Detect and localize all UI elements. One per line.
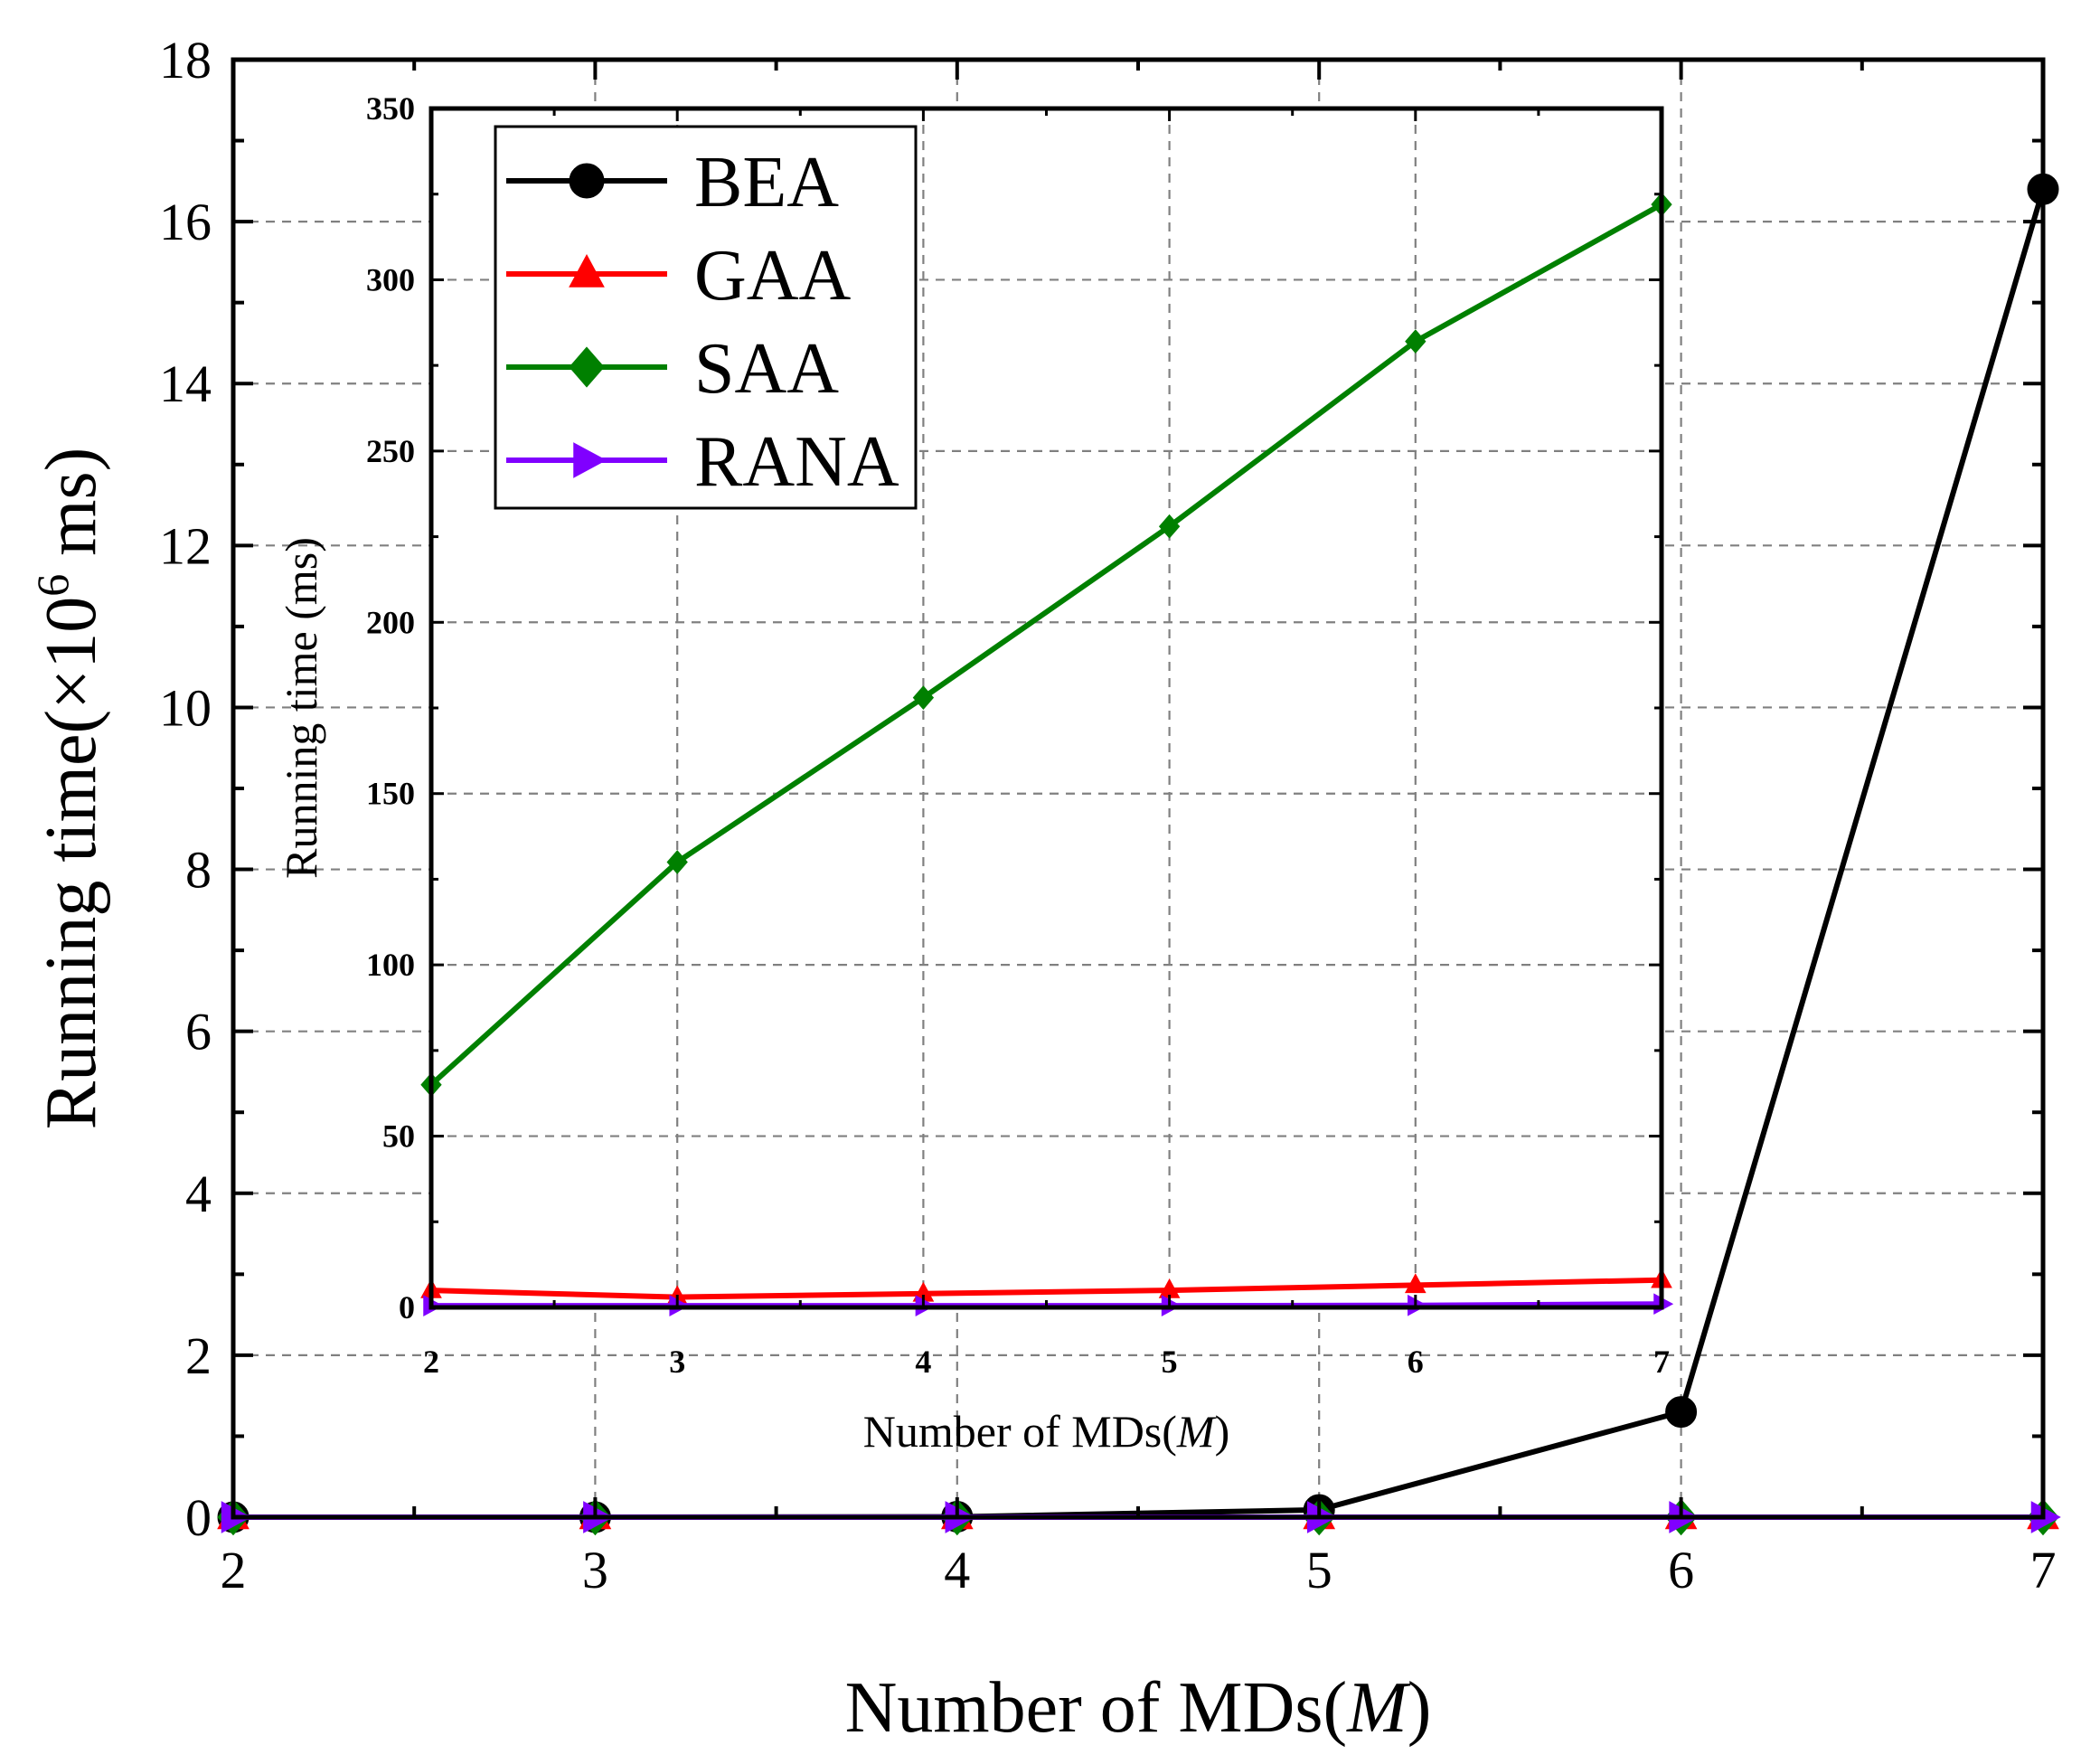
main-xtick-label-2: 2: [221, 1541, 247, 1599]
inset-point-saa-6: [1405, 329, 1427, 354]
inset-series-saa: [420, 192, 1672, 1098]
inset-series-gaa: [420, 1268, 1672, 1306]
main-x-axis-title: Number of MDs(M): [845, 1668, 1432, 1748]
inset-plot: 2 3 4 5 6 7 0 50 100 150 200 250 300 350 Number of MD…: [276, 90, 1674, 1457]
main-y-axis-title: Running time(×106 ms): [27, 448, 111, 1130]
inset-xtick-label-3: 3: [669, 1344, 685, 1380]
main-ticks: [231, 58, 2045, 1519]
legend-entry-saa: SAA: [506, 329, 839, 409]
inset-ytick-label-50: 50: [382, 1118, 415, 1155]
main-point-bea-6: [1665, 1396, 1698, 1429]
legend-marker-bea: [569, 163, 605, 199]
inset-ytick-label-0: 0: [399, 1289, 415, 1325]
inset-xtick-label-2: 2: [423, 1344, 439, 1380]
main-ytick-label-2: 2: [185, 1326, 212, 1385]
legend-items: BEA GAA SAA RANA: [506, 143, 899, 502]
main-ytick-label-0: 0: [185, 1488, 212, 1547]
inset-xtick-label-7: 7: [1653, 1344, 1670, 1380]
main-ytick-label-10: 10: [159, 678, 212, 737]
inset-point-saa-4: [912, 685, 935, 711]
main-xtick-label-7: 7: [2030, 1541, 2057, 1599]
inset-ytick-label-350: 350: [366, 90, 415, 127]
main-xtick-label-4: 4: [944, 1541, 970, 1599]
inset-tick-labels: 2 3 4 5 6 7 0 50 100 150 200 250 300 350: [366, 90, 1670, 1380]
inset-point-saa-5: [1158, 514, 1181, 539]
main-xtick-label-6: 6: [1668, 1541, 1694, 1599]
inset-point-gaa-6: [1404, 1273, 1427, 1294]
legend-label-gaa: GAA: [694, 236, 852, 316]
main-xtick-label-3: 3: [582, 1541, 608, 1599]
legend-box: [494, 125, 918, 510]
legend-label-saa: SAA: [694, 329, 839, 409]
inset-x-axis-title: Number of MDs(M): [863, 1406, 1229, 1457]
inset-ytick-label-300: 300: [366, 261, 415, 297]
main-ytick-label-12: 12: [159, 516, 212, 575]
inset-xtick-label-5: 5: [1162, 1344, 1178, 1380]
legend-marker-rana: [573, 442, 607, 478]
legend-marker-gaa: [569, 254, 605, 288]
legend-marker-saa: [569, 346, 605, 388]
main-xtick-label-5: 5: [1306, 1541, 1332, 1599]
legend: BEA GAA SAA RANA: [494, 125, 918, 510]
inset-ytick-label-150: 150: [366, 776, 415, 812]
main-ytick-label-8: 8: [185, 841, 212, 900]
legend-entry-gaa: GAA: [506, 236, 852, 316]
legend-entry-rana: RANA: [506, 422, 899, 502]
inset-line-saa: [428, 202, 1663, 1087]
inset-ytick-label-100: 100: [366, 947, 415, 983]
main-ytick-label-4: 4: [185, 1165, 212, 1223]
main-ytick-label-14: 14: [159, 354, 212, 413]
main-ytick-label-18: 18: [159, 31, 212, 90]
legend-label-bea: BEA: [694, 143, 839, 222]
inset-xtick-label-6: 6: [1408, 1344, 1424, 1380]
legend-label-rana: RANA: [694, 422, 899, 502]
legend-entry-bea: BEA: [506, 143, 839, 222]
main-ytick-label-16: 16: [159, 193, 212, 251]
inset-ytick-label-200: 200: [366, 604, 415, 640]
inset-y-axis-title: Running time (ms): [276, 537, 326, 879]
inset-line-gaa: [430, 1277, 1662, 1300]
inset-ytick-label-250: 250: [366, 433, 415, 469]
main-ytick-label-6: 6: [185, 1003, 212, 1061]
inset-ticks: [429, 107, 1663, 1309]
inset-xtick-label-4: 4: [915, 1344, 931, 1380]
inset-point-saa-3: [666, 850, 688, 874]
